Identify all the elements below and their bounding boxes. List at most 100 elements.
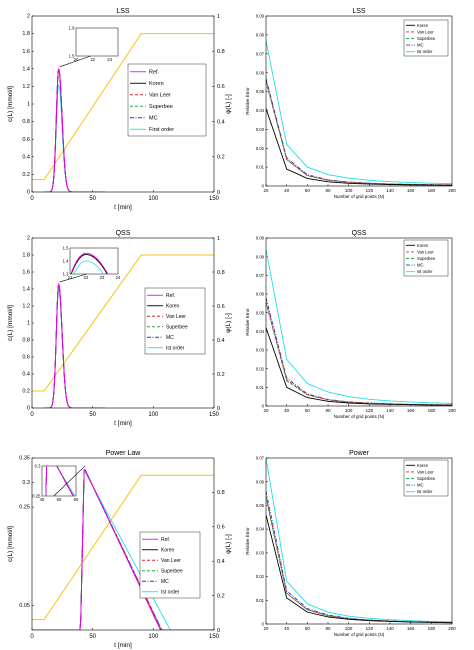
x-tick-label: 20 xyxy=(263,626,269,631)
y-tick-label: 1.6 xyxy=(22,270,30,276)
series-line-superbee xyxy=(44,282,105,408)
y-tick-label: 2 xyxy=(27,14,30,20)
y-tick-label: 1 xyxy=(27,102,30,108)
y2-tick-label: 0.2 xyxy=(217,372,225,378)
legend-label: Ref. xyxy=(149,70,160,76)
x-tick-label: 200 xyxy=(448,188,456,193)
y2-axis-label: φ(L) [-] xyxy=(225,94,232,114)
y2-tick-label: 0.8 xyxy=(217,49,225,55)
legend-label: MC xyxy=(166,335,174,341)
legend-label: Ist order xyxy=(161,590,180,596)
y-tick-label: 0.05 xyxy=(256,89,265,94)
legend-box xyxy=(139,531,201,599)
series-line-first_order xyxy=(266,40,452,185)
y-tick-label: 0.2 xyxy=(22,389,30,395)
plot-frame xyxy=(265,237,453,407)
x-tick-label: 0 xyxy=(30,196,34,202)
y-tick-label: 0.01 xyxy=(256,598,265,603)
series-line-mc xyxy=(266,78,452,186)
y-tick-label: 0.6 xyxy=(22,355,30,361)
series-line-superbee xyxy=(266,498,452,624)
inset-x-tick-label: 22 xyxy=(84,275,89,280)
legend-label: MC xyxy=(417,483,424,488)
legend-label: Superbee xyxy=(417,476,436,481)
x-tick-label: 80 xyxy=(325,626,331,631)
x-tick-label: 60 xyxy=(305,408,311,413)
legend-label: MC xyxy=(149,116,158,122)
x-tick-label: 60 xyxy=(305,188,311,193)
series-line-ref xyxy=(44,67,105,192)
y-tick-label: 0.07 xyxy=(256,273,265,278)
x-tick-label: 50 xyxy=(89,412,96,418)
y-tick-label: 0.08 xyxy=(256,32,265,37)
inset-series-line-ref xyxy=(76,63,118,105)
y-tick-label: 0.03 xyxy=(256,127,265,132)
y-tick-label: 0.06 xyxy=(256,70,265,75)
y2-axis-label: φ(L) [-] xyxy=(225,313,232,333)
y-tick-label: 0.09 xyxy=(256,236,265,241)
y-tick-label: 1.2 xyxy=(22,304,30,310)
inset-x-tick-label: 21 xyxy=(68,275,73,280)
y-tick-label: 0.04 xyxy=(256,108,265,113)
y-tick-label: 0.03 xyxy=(256,348,265,353)
series-line-koren xyxy=(44,283,105,408)
inset-x-tick-label: 60 xyxy=(74,497,79,502)
x-axis-label: Number of grid points (N) xyxy=(334,414,385,419)
y-axis-label: c(L) [mmol/l] xyxy=(7,526,14,562)
legend-label: Van Leer xyxy=(166,314,186,320)
x-tick-label: 150 xyxy=(209,634,220,640)
y-tick-label: 1.8 xyxy=(22,31,30,37)
y-tick-label: 0.02 xyxy=(256,574,265,579)
legend-label: Koren xyxy=(166,304,180,310)
y-tick-label: 1.8 xyxy=(22,253,30,259)
y2-tick-label: 0.4 xyxy=(217,559,225,565)
y-tick-label: 0 xyxy=(262,184,265,189)
legend-label: Van Leer xyxy=(417,249,434,254)
y-tick-label: 0.02 xyxy=(256,146,265,151)
x-axis-label: Number of grid points (N) xyxy=(334,632,385,637)
y-tick-label: 0.06 xyxy=(256,479,265,484)
inset-pointer-arrow xyxy=(53,465,86,497)
legend-label: Koren xyxy=(417,463,429,468)
x-tick-label: 100 xyxy=(345,188,353,193)
series-line-superbee xyxy=(44,67,105,192)
y-tick-label: 0.8 xyxy=(22,338,30,344)
x-tick-label: 60 xyxy=(305,626,311,631)
y-tick-label: 1.2 xyxy=(22,84,30,90)
inset-series-line-ref xyxy=(45,466,74,496)
y-tick-label: 0.07 xyxy=(256,456,265,461)
inset-series-line-koren xyxy=(70,254,108,274)
x-tick-label: 200 xyxy=(448,626,456,631)
x-tick-label: 160 xyxy=(407,408,415,413)
series-line-van_leer xyxy=(44,68,105,192)
series-line-first_order xyxy=(266,458,452,623)
x-tick-label: 140 xyxy=(386,626,394,631)
y-axis-label: Relative Error xyxy=(245,527,250,555)
phi-series-line xyxy=(32,254,214,392)
y-tick-label: 0.05 xyxy=(256,503,265,508)
x-tick-label: 40 xyxy=(284,626,290,631)
legend-label: Superbee xyxy=(161,569,183,575)
legend-box xyxy=(403,239,449,277)
y-tick-label: 0.04 xyxy=(256,527,265,532)
series-line-superbee xyxy=(266,303,452,406)
y-tick-label: 0.4 xyxy=(22,372,30,378)
y2-tick-label: 0.6 xyxy=(217,525,225,531)
legend-label: Koren xyxy=(161,548,175,554)
y-tick-label: 0.07 xyxy=(256,51,265,56)
y-tick-label: 0 xyxy=(262,622,265,627)
y-tick-label: 0.8 xyxy=(22,119,30,125)
series-line-first_order xyxy=(32,470,214,630)
x-tick-label: 100 xyxy=(148,196,159,202)
x-tick-label: 40 xyxy=(284,188,290,193)
y-tick-label: 0.06 xyxy=(256,292,265,297)
legend-label: MC xyxy=(417,43,424,48)
y2-tick-label: 0.2 xyxy=(217,155,225,161)
inset-series-line-first_order xyxy=(73,260,104,274)
legend-label: Ist order xyxy=(417,49,433,54)
series-line-van_leer xyxy=(32,468,214,630)
legend-label: Ist order xyxy=(417,269,433,274)
